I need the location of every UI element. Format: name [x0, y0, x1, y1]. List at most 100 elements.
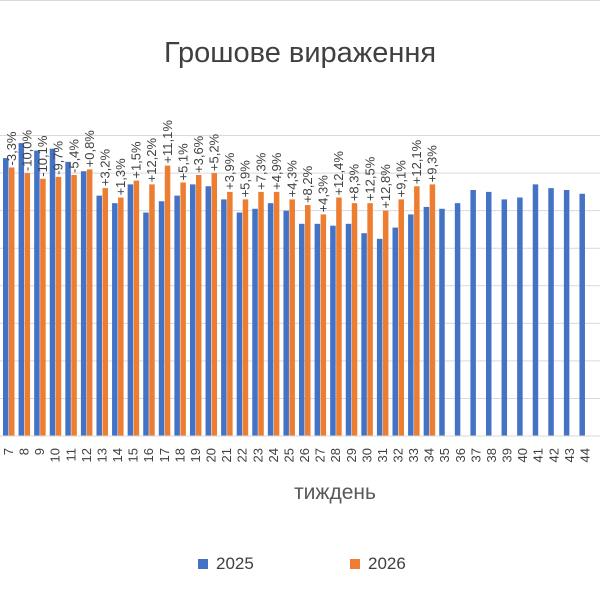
data-label: +9,3% [425, 145, 440, 183]
data-label: +4,3% [316, 175, 331, 213]
data-label: +11,1% [160, 120, 175, 164]
bar-2026-week-33 [414, 186, 420, 436]
chart-title: Грошове вираження [163, 37, 437, 69]
data-label: +3,9% [222, 152, 237, 190]
x-tick-label: 9 [32, 448, 47, 455]
x-tick-label: 26 [297, 448, 312, 462]
legend-item-2025: 2025 [198, 554, 254, 574]
data-label: +0,8% [82, 130, 97, 168]
data-label: +9,1% [394, 160, 409, 198]
x-tick-label: 12 [79, 448, 94, 462]
bar-2026-week-25 [289, 199, 295, 436]
bar-2025-week-27 [314, 223, 321, 436]
x-tick-label: 40 [515, 448, 530, 462]
legend-swatch-2025 [198, 559, 208, 569]
bar-2025-week-26 [299, 223, 305, 436]
bar-2025-week-15 [127, 184, 134, 436]
bar-2025-week-35 [439, 208, 445, 436]
x-tick-label: 38 [484, 448, 499, 462]
bar-2026-week-27 [320, 214, 327, 436]
bar-2025-week-13 [96, 195, 102, 436]
bar-2025-week-30 [361, 233, 367, 436]
x-tick-label: 32 [391, 448, 406, 462]
data-label: -10,1% [35, 135, 50, 177]
x-axis-label: тиждень [294, 481, 376, 504]
bar-2025-week-9 [34, 150, 40, 436]
bar-2025-week-44 [579, 193, 585, 436]
bar-2026-week-26 [305, 205, 311, 436]
data-label: +8,2% [300, 165, 315, 203]
x-tick-label: 36 [453, 448, 468, 462]
data-label: +1,5% [129, 141, 144, 179]
x-tick-label: 33 [406, 448, 421, 462]
bar-2025-week-25 [283, 210, 289, 436]
data-label: +8,3% [347, 163, 362, 201]
bar-2025-week-20 [205, 186, 212, 436]
x-tick-label: 31 [375, 448, 390, 462]
data-label: +5,2% [207, 133, 222, 171]
bar-2026-week-31 [382, 210, 389, 436]
bar-2025-week-31 [376, 238, 383, 436]
bar-2025-week-11 [65, 161, 71, 436]
x-tick-label: 13 [94, 448, 109, 462]
bar-2026-week-19 [195, 174, 202, 437]
data-label: +1,3% [113, 158, 128, 196]
bar-2026-week-24 [273, 191, 280, 436]
data-label: +12,8% [378, 164, 393, 209]
bar-2026-week-7 [9, 167, 15, 437]
x-tick-label: 41 [531, 448, 546, 462]
data-label: +12,5% [362, 156, 377, 201]
bar-2026-week-15 [133, 180, 140, 436]
bar-2025-week-12 [80, 171, 87, 437]
data-label: +3,6% [191, 135, 206, 173]
bar-2025-week-43 [563, 190, 570, 436]
data-label: +12,4% [331, 151, 346, 196]
data-label: -5,4% [66, 139, 81, 173]
bar-2026-week-30 [367, 203, 373, 436]
x-tick-label: 18 [172, 448, 187, 462]
x-tick-label: 34 [422, 448, 437, 462]
data-label: +4,3% [284, 160, 299, 198]
x-tick-label: 42 [546, 448, 561, 462]
x-tick-label: 20 [204, 448, 219, 462]
bar-2025-week-16 [143, 212, 149, 436]
data-label: -3,3% [4, 131, 19, 165]
bar-2026-week-18 [180, 182, 186, 436]
bar-2026-week-28 [336, 197, 342, 436]
x-tick-label: 25 [281, 448, 296, 462]
data-label: -10,0% [20, 129, 35, 171]
data-label: +12,2% [144, 137, 159, 182]
bar-2025-week-32 [392, 227, 398, 436]
legend-label-2026: 2026 [368, 554, 406, 573]
x-tick-label: 30 [359, 448, 374, 462]
bar-2025-week-22 [236, 212, 243, 436]
legend: 2025 2026 [0, 554, 600, 578]
x-tick-labels: 7 8 9 10 11 12 13 14 15 16 17 18 19 20 21 22 23 24 25 26 27 2… [1, 448, 592, 462]
bar-2025-week-19 [189, 184, 196, 436]
x-tick-label: 10 [48, 448, 63, 462]
x-tick-label: 19 [188, 448, 203, 462]
bar-2026-week-23 [258, 191, 264, 436]
x-tick-label: 43 [562, 448, 577, 462]
x-tick-label: 44 [577, 448, 592, 462]
x-tick-label: 14 [110, 448, 125, 462]
bar-2025-week-29 [345, 223, 352, 436]
bar-2025-week-40 [517, 197, 523, 436]
bar-2025-week-14 [112, 203, 118, 436]
data-label: -9,7% [51, 140, 66, 174]
bar-2026-week-14 [118, 197, 124, 436]
x-tick-label: 8 [17, 448, 32, 455]
bar-2025-week-8 [18, 143, 25, 436]
bar-2025-week-38 [485, 191, 492, 436]
data-label: +12,1% [409, 139, 424, 184]
data-label: +5,1% [175, 143, 190, 181]
data-label: +3,2% [97, 148, 112, 186]
bar-2026-week-22 [242, 199, 249, 436]
bar-2025-week-37 [470, 190, 476, 436]
x-tick-label: 23 [250, 448, 265, 462]
x-tick-label: 35 [437, 448, 452, 462]
x-tick-label: 39 [500, 448, 515, 462]
bar-2025-week-17 [158, 201, 165, 436]
